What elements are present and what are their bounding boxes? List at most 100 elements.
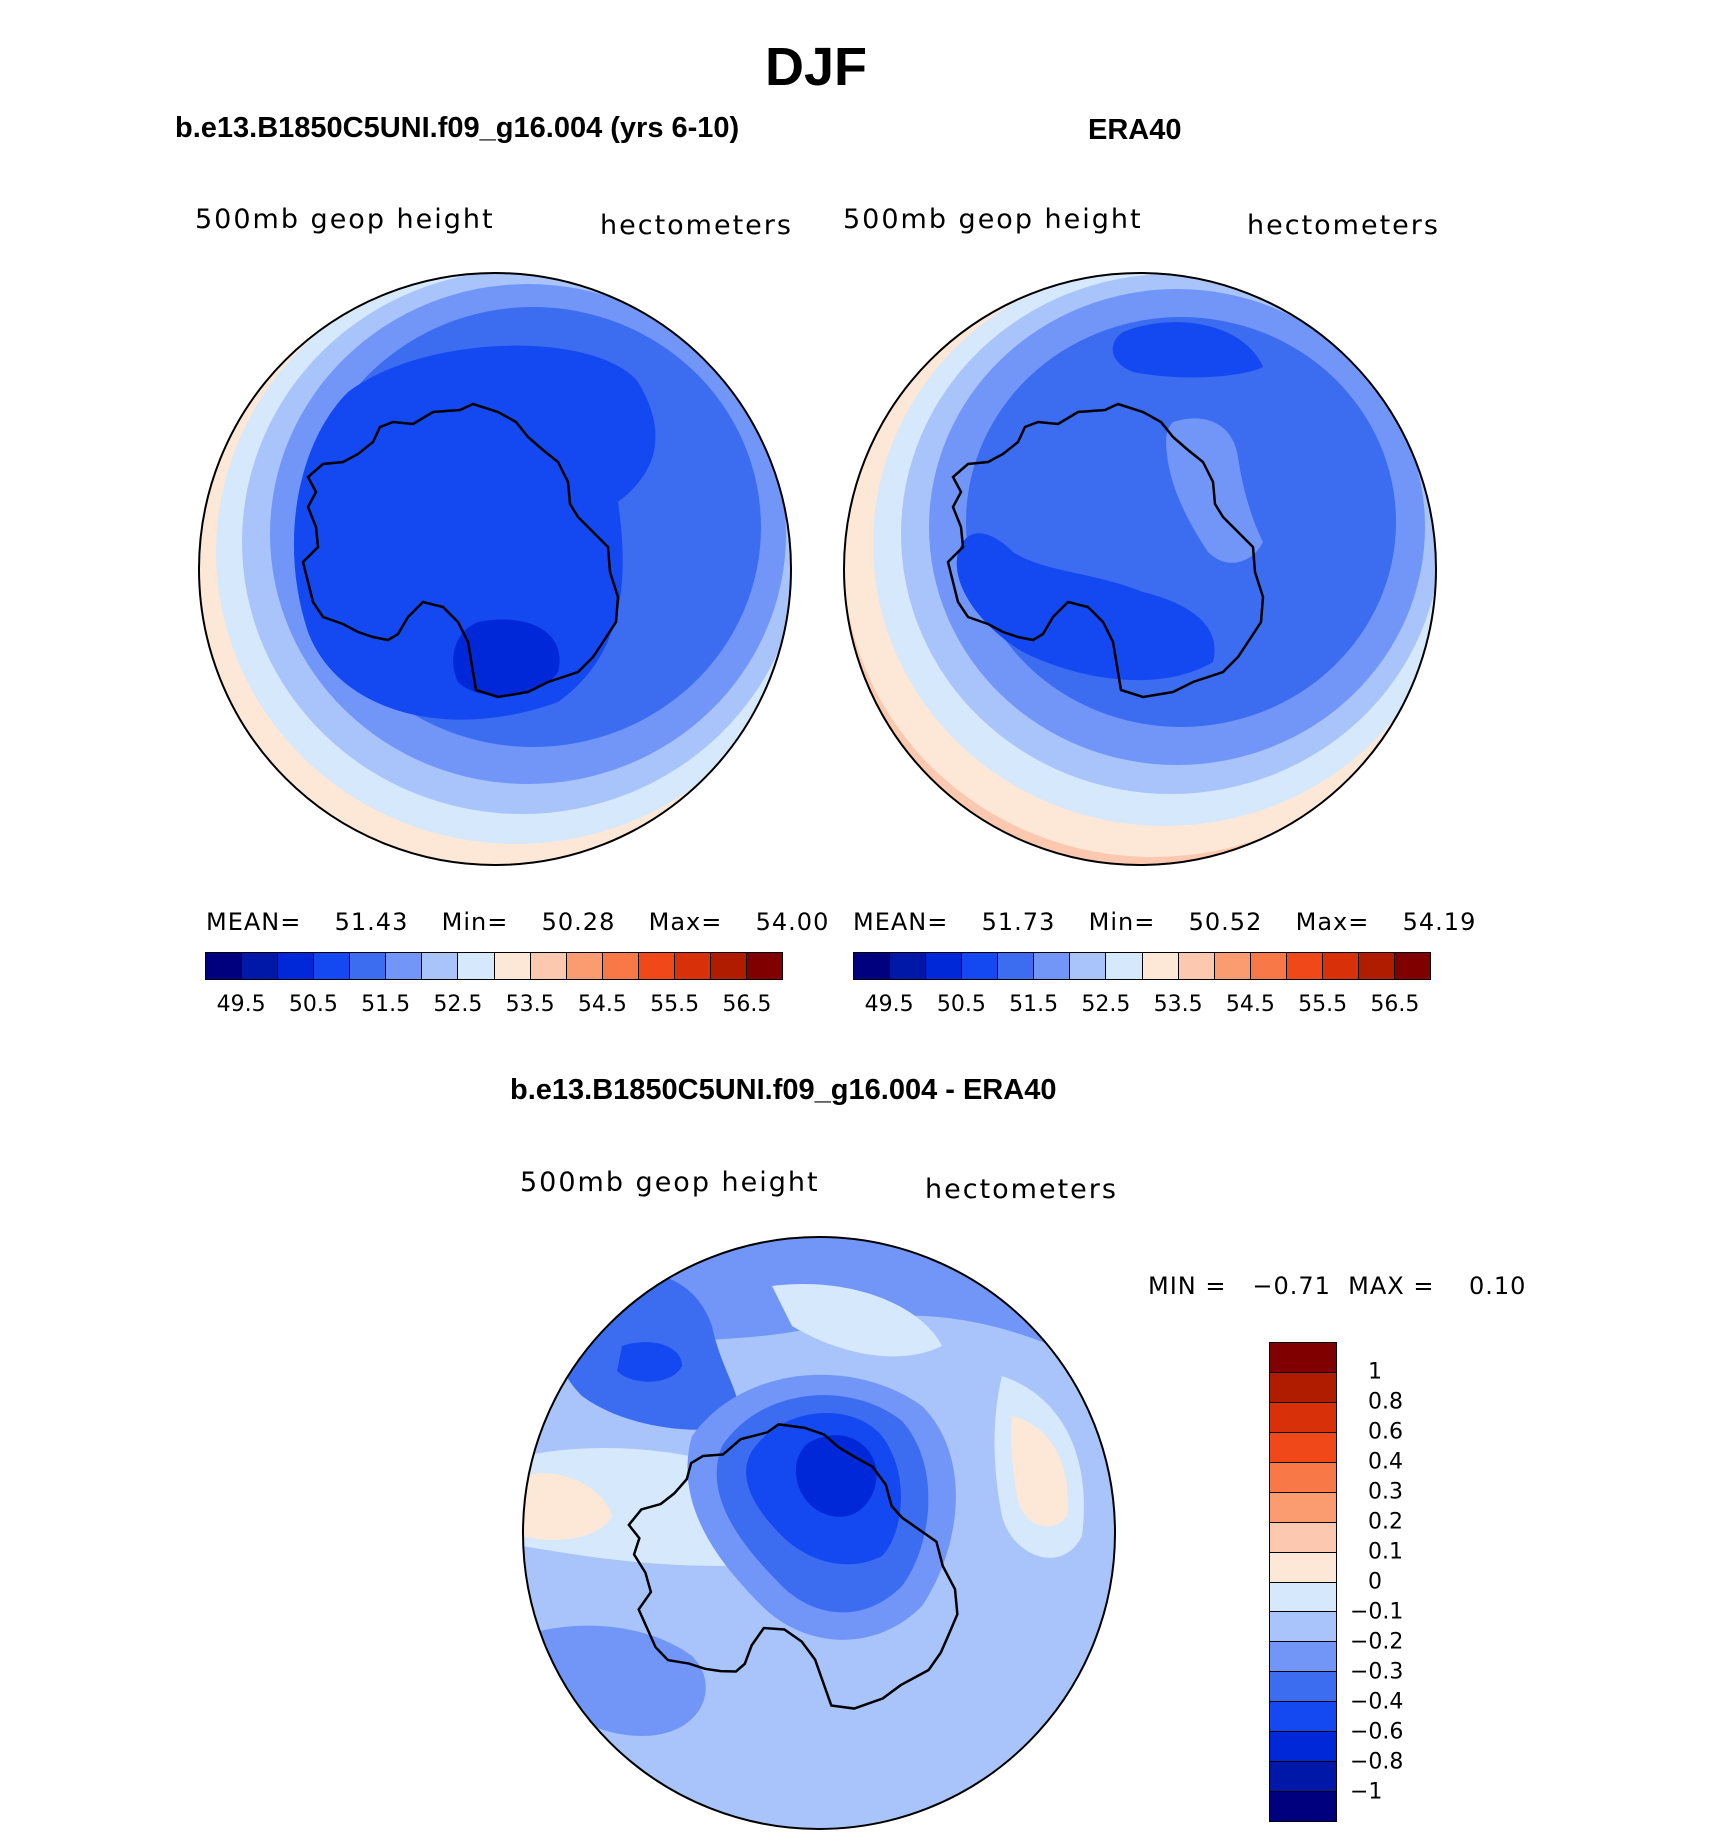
colorbar-swatch <box>926 953 963 979</box>
antarctica-coastline <box>946 402 1265 699</box>
colorbar-swatch <box>494 953 531 979</box>
min-label: Min= <box>1088 908 1156 936</box>
colorbar-swatch <box>854 953 891 979</box>
colorbar-swatch <box>1178 953 1215 979</box>
colorbar-swatch <box>242 953 279 979</box>
model-units-label: hectometers <box>600 210 793 241</box>
contour-band <box>617 1342 682 1382</box>
colorbar-swatch <box>314 953 351 979</box>
colorbar-swatch <box>1070 953 1107 979</box>
max-value: 54.19 <box>1402 908 1477 936</box>
contour-band <box>1112 322 1263 378</box>
colorbar-tick-label: −0.6 <box>1350 1719 1404 1745</box>
colorbar-tick-label: 54.5 <box>577 992 627 1017</box>
obs-colorbar-ticks: 49.5 50.5 51.5 52.5 53.5 54.5 55.5 56.5 <box>853 992 1431 1022</box>
colorbar-tick-label: 56.5 <box>722 992 772 1017</box>
map-boundary <box>522 1236 1116 1830</box>
colorbar-tick-label: 1 <box>1368 1359 1382 1385</box>
model-panel-title: b.e13.B1850C5UNI.f09_g16.004 (yrs 6-10) <box>175 112 740 144</box>
mean-label: MEAN= <box>853 908 949 936</box>
colorbar-swatch <box>1250 953 1287 979</box>
colorbar-tick-label: 50.5 <box>936 992 986 1017</box>
colorbar-tick-label: 49.5 <box>864 992 914 1017</box>
colorbar-swatch <box>1270 1372 1336 1403</box>
colorbar-swatch <box>1270 1492 1336 1523</box>
colorbar-swatch <box>1270 1552 1336 1583</box>
contour-band <box>453 619 560 696</box>
mean-value: 51.43 <box>334 908 409 936</box>
contour-band <box>796 1435 877 1517</box>
colorbar-tick-label: −0.8 <box>1350 1749 1404 1775</box>
diff-units-label: hectometers <box>925 1174 1118 1205</box>
colorbar-swatch <box>1322 953 1359 979</box>
colorbar-swatch <box>602 953 639 979</box>
colorbar-swatch <box>1106 953 1143 979</box>
colorbar-tick-label: 0 <box>1368 1569 1382 1595</box>
colorbar-swatch <box>638 953 675 979</box>
colorbar-swatch <box>206 953 243 979</box>
colorbar-swatch <box>1270 1462 1336 1493</box>
diff-variable-label: 500mb geop height <box>520 1167 820 1198</box>
model-variable-label: 500mb geop height <box>195 204 495 235</box>
contour-band <box>293 345 656 720</box>
obs-polar-map <box>843 272 1437 866</box>
contour-band <box>1011 1416 1068 1527</box>
colorbar-swatch <box>746 953 782 979</box>
colorbar-swatch <box>566 953 603 979</box>
contour-band <box>772 1284 942 1357</box>
colorbar-swatch <box>278 953 315 979</box>
colorbar-swatch <box>1270 1522 1336 1553</box>
colorbar-tick-label: 54.5 <box>1225 992 1275 1017</box>
antarctica-coastline <box>301 402 620 699</box>
model-polar-map <box>198 272 792 866</box>
colorbar-swatch <box>1270 1672 1336 1703</box>
colorbar-swatch <box>1270 1582 1336 1613</box>
obs-variable-label: 500mb geop height <box>843 204 1143 235</box>
colorbar-tick-label: 55.5 <box>1298 992 1348 1017</box>
min-value: 50.28 <box>541 908 616 936</box>
colorbar-swatch <box>350 953 387 979</box>
figure-title: DJF <box>764 37 867 97</box>
colorbar-tick-label: 0.8 <box>1368 1389 1403 1415</box>
max-value: 54.00 <box>755 908 830 936</box>
colorbar-tick-label: 55.5 <box>650 992 700 1017</box>
colorbar-swatch <box>458 953 495 979</box>
colorbar-tick-label: 0.1 <box>1368 1539 1403 1565</box>
colorbar-swatch <box>1358 953 1395 979</box>
colorbar-tick-label: 0.4 <box>1368 1449 1403 1475</box>
diff-panel-title: b.e13.B1850C5UNI.f09_g16.004 - ERA40 <box>510 1074 1057 1106</box>
colorbar-swatch <box>998 953 1035 979</box>
map-boundary <box>198 272 792 866</box>
mean-label: MEAN= <box>206 908 302 936</box>
min-value: 50.52 <box>1188 908 1263 936</box>
colorbar-swatch <box>1270 1612 1336 1643</box>
diff-colorbar-ticks: 1 0.8 0.6 0.4 0.3 0.2 0.1 0 −0.1 −0.2 −0.3 −0.4 −0.6… <box>1350 1342 1440 1822</box>
colorbar-tick-label: 0.2 <box>1368 1509 1403 1535</box>
colorbar-swatch <box>1270 1402 1336 1433</box>
max-label: Max= <box>648 908 723 936</box>
colorbar-tick-label: −0.1 <box>1350 1599 1404 1625</box>
colorbar-swatch <box>1214 953 1251 979</box>
colorbar-swatch <box>890 953 927 979</box>
colorbar-swatch <box>1270 1343 1336 1373</box>
colorbar-swatch <box>530 953 567 979</box>
diff-colorbar <box>1269 1342 1337 1822</box>
model-colorbar-ticks: 49.5 50.5 51.5 52.5 53.5 54.5 55.5 56.5 <box>205 992 783 1022</box>
colorbar-swatch <box>1034 953 1071 979</box>
colorbar-swatch <box>1270 1702 1336 1733</box>
mean-value: 51.73 <box>981 908 1056 936</box>
diff-polar-map <box>522 1236 1116 1830</box>
colorbar-swatch <box>422 953 459 979</box>
obs-units-label: hectometers <box>1247 210 1440 241</box>
colorbar-tick-label: −0.3 <box>1350 1659 1404 1685</box>
colorbar-swatch <box>1286 953 1323 979</box>
max-label: Max= <box>1295 908 1370 936</box>
colorbar-swatch <box>1270 1762 1336 1793</box>
colorbar-swatch <box>1394 953 1430 979</box>
colorbar-tick-label: 49.5 <box>216 992 266 1017</box>
colorbar-tick-label: 50.5 <box>288 992 338 1017</box>
diff-min-max: MIN = −0.71 MAX = 0.10 <box>1148 1272 1527 1300</box>
colorbar-tick-label: 56.5 <box>1370 992 1420 1017</box>
colorbar-swatch <box>1270 1432 1336 1463</box>
colorbar-swatch <box>1270 1732 1336 1763</box>
